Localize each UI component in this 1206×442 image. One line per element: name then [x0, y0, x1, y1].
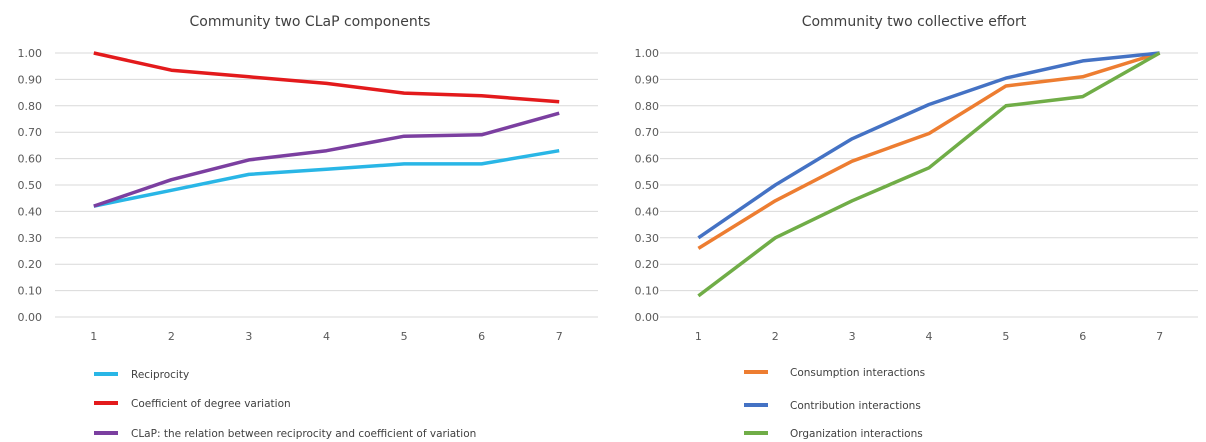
- y-tick-label: 0.70: [18, 126, 43, 139]
- y-tick-label: 0.00: [18, 311, 43, 324]
- chart-title: Community two collective effort: [802, 14, 1027, 30]
- y-tick-label: 0.20: [635, 258, 660, 271]
- x-tick-label: 2: [168, 330, 175, 343]
- chart-collective-effort: Community two collective effort 0.00 0.10…: [635, 14, 1198, 440]
- y-tick-label: 0.50: [635, 179, 660, 192]
- y-tick-label: 0.30: [635, 232, 660, 245]
- y-tick-label: 0.20: [18, 258, 43, 271]
- series-line: [93, 51, 560, 104]
- x-tick-label: 4: [926, 330, 933, 343]
- y-tick-label: 0.80: [635, 100, 660, 113]
- x-tick-label: 5: [401, 330, 408, 343]
- legend-label: CLaP: the relation between reciprocity a…: [131, 428, 476, 440]
- x-tick-label: 2: [772, 330, 779, 343]
- y-tick-label: 0.60: [635, 153, 660, 166]
- series-line: [697, 51, 1161, 250]
- y-tick-label: 0.10: [635, 285, 660, 298]
- x-tick-label: 7: [556, 330, 563, 343]
- y-tick-label: 0.40: [635, 205, 660, 218]
- legend-label: Reciprocity: [131, 369, 189, 381]
- chart-clap-components: Community two CLaP components 0.00 0.10 0.…: [18, 14, 598, 440]
- y-tick-label: 0.80: [18, 100, 43, 113]
- x-tick-label: 6: [478, 330, 485, 343]
- legend-label: Organization interactions: [790, 428, 923, 440]
- x-tick-label: 5: [1002, 330, 1009, 343]
- x-tick-label: 6: [1079, 330, 1086, 343]
- y-tick-label: 0.60: [18, 153, 43, 166]
- y-tick-label: 0.30: [18, 232, 43, 245]
- x-tick-label: 7: [1156, 330, 1163, 343]
- y-tick-label: 0.70: [635, 126, 660, 139]
- legend-label: Consumption interactions: [790, 367, 925, 379]
- series-line: [697, 51, 1160, 240]
- y-tick-label: 1.00: [635, 47, 660, 60]
- y-tick-label: 0.10: [18, 285, 43, 298]
- x-tick-label: 1: [695, 330, 702, 343]
- x-tick-label: 3: [849, 330, 856, 343]
- x-tick-label: 3: [245, 330, 252, 343]
- y-tick-label: 0.00: [635, 311, 660, 324]
- y-tick-label: 0.40: [18, 205, 43, 218]
- chart-title: Community two CLaP components: [190, 14, 431, 30]
- y-tick-label: 0.90: [18, 73, 43, 86]
- y-tick-label: 0.90: [635, 73, 660, 86]
- series-line: [697, 51, 1161, 298]
- y-tick-label: 1.00: [18, 47, 43, 60]
- x-tick-label: 1: [90, 330, 97, 343]
- y-tick-label: 0.50: [18, 179, 43, 192]
- x-tick-label: 4: [323, 330, 330, 343]
- legend-label: Coefficient of degree variation: [131, 398, 291, 410]
- legend-label: Contribution interactions: [790, 400, 921, 412]
